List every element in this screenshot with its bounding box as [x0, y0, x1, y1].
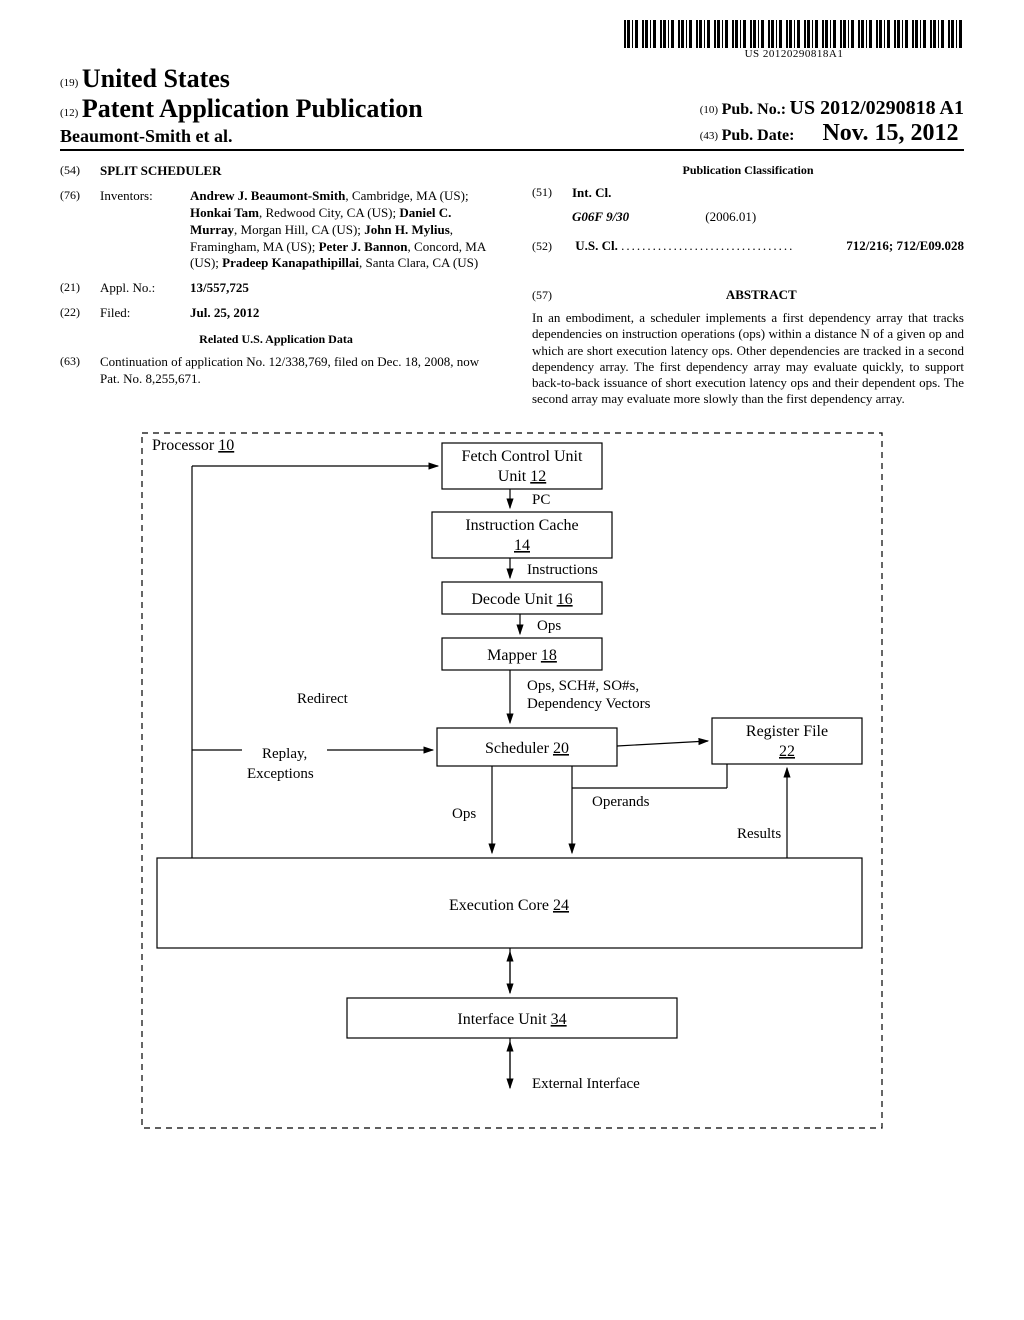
title-54: SPLIT SCHEDULER: [100, 163, 222, 180]
fig-icache-label: Instruction Cache: [465, 517, 578, 534]
fig-replay-label-1: Replay,: [262, 746, 307, 762]
pubdate-prefix: (43): [700, 130, 718, 142]
uscl-value: 712/216; 712/E09.028: [846, 238, 964, 255]
barcode-graphic: [624, 20, 964, 48]
pubno-line: (10) Pub. No.: US 2012/0290818 A1: [700, 97, 964, 120]
fig-exec-label: Execution Core 24: [449, 897, 569, 914]
country-line: (19) United States: [60, 64, 423, 94]
title-code: (54): [60, 163, 100, 180]
fig-iface-label: Interface Unit 34: [457, 1011, 566, 1028]
uscl-code: (52): [532, 239, 572, 255]
fig-pc-label: PC: [532, 492, 550, 508]
fig-regfile-num: 22: [779, 743, 795, 760]
intcl-label: Int. Cl.: [572, 185, 611, 202]
pubdate-line: (43) Pub. Date: Nov. 15, 2012: [700, 120, 964, 147]
country-prefix: (19): [60, 77, 78, 89]
filed-value: Jul. 25, 2012: [190, 305, 492, 322]
fig-extiface-label: External Interface: [532, 1076, 640, 1092]
filed-code: (22): [60, 305, 100, 322]
abstract-block: (57) ABSTRACT: [532, 273, 964, 310]
bib-right-column: Publication Classification (51) Int. Cl.…: [532, 163, 964, 408]
fig-processor-label: Processor 10: [152, 437, 234, 454]
pub-prefix: (12): [60, 107, 78, 119]
fig-scheduler-label: Scheduler 20: [485, 740, 569, 757]
uscl-label: U.S. Cl.: [575, 238, 618, 253]
abstract-code: (57): [532, 288, 572, 304]
classification-heading: Publication Classification: [532, 163, 964, 179]
fig-results-label: Results: [737, 826, 781, 842]
fig-mapper-out2: Dependency Vectors: [527, 696, 651, 712]
fig-fetch-label: Fetch Control Unit: [462, 448, 583, 465]
intcl-code: (51): [532, 185, 572, 202]
barcode-text: US 20120290818A1: [624, 48, 964, 60]
bibliographic-columns: (54) SPLIT SCHEDULER (76) Inventors: And…: [60, 163, 964, 408]
fig-operands-label: Operands: [592, 794, 650, 810]
authors-line: Beaumont-Smith et al.: [60, 126, 423, 147]
uscl-dots: .................................: [621, 238, 794, 253]
fig-mapper-out: Ops, SCH#, SO#s,: [527, 678, 639, 694]
country-name: United States: [82, 64, 230, 93]
continuation-text: Continuation of application No. 12/338,7…: [100, 354, 492, 388]
header-block: (19) United States (12) Patent Applicati…: [60, 64, 964, 151]
pubno-prefix: (10): [700, 104, 718, 116]
filed-label: Filed:: [100, 305, 190, 322]
intcl-row: G06F 9/30 (2006.01): [572, 209, 964, 226]
bib-left-column: (54) SPLIT SCHEDULER (76) Inventors: And…: [60, 163, 492, 408]
abstract-text: In an embodiment, a scheduler implements…: [532, 310, 964, 408]
applno-code: (21): [60, 280, 100, 297]
uscl-row: (52) U.S. Cl. ..........................…: [532, 238, 964, 255]
inventors-code: (76): [60, 188, 100, 272]
inventors-value: Andrew J. Beaumont-Smith, Cambridge, MA …: [190, 188, 492, 272]
pubno-label: Pub. No.:: [722, 101, 786, 118]
fig-replay-label-2: Exceptions: [247, 766, 314, 782]
pubno-value: US 2012/0290818 A1: [790, 97, 964, 119]
figure-diagram: Processor 10 Fetch Control Unit Unit 12 …: [132, 428, 892, 1168]
fig-redirect-label: Redirect: [297, 691, 349, 707]
applno-value: 13/557,725: [190, 280, 492, 297]
related-heading: Related U.S. Application Data: [60, 332, 492, 348]
fig-regfile-label: Register File: [746, 723, 828, 740]
abstract-heading: ABSTRACT: [575, 287, 947, 304]
barcode-block: US 20120290818A1: [60, 20, 964, 62]
fig-fetch-num: Unit 12: [498, 468, 546, 485]
fig-icache-num: 14: [514, 537, 530, 554]
intcl-date: (2006.01): [705, 209, 756, 224]
fig-ops-label-1: Ops: [537, 618, 561, 634]
fig-decode-label: Decode Unit 16: [471, 591, 572, 608]
pubdate-label: Pub. Date:: [722, 127, 795, 144]
applno-label: Appl. No.:: [100, 280, 190, 297]
pub-title: Patent Application Publication: [82, 94, 423, 123]
intcl-class: G06F 9/30: [572, 209, 702, 226]
continuation-code: (63): [60, 354, 100, 388]
inventors-label: Inventors:: [100, 188, 190, 272]
fig-mapper-label: Mapper 18: [487, 647, 557, 664]
pubdate-value: Nov. 15, 2012: [822, 120, 958, 146]
publication-line: (12) Patent Application Publication: [60, 94, 423, 124]
fig-instructions-label: Instructions: [527, 562, 598, 578]
fig-ops-label-2: Ops: [452, 806, 476, 822]
